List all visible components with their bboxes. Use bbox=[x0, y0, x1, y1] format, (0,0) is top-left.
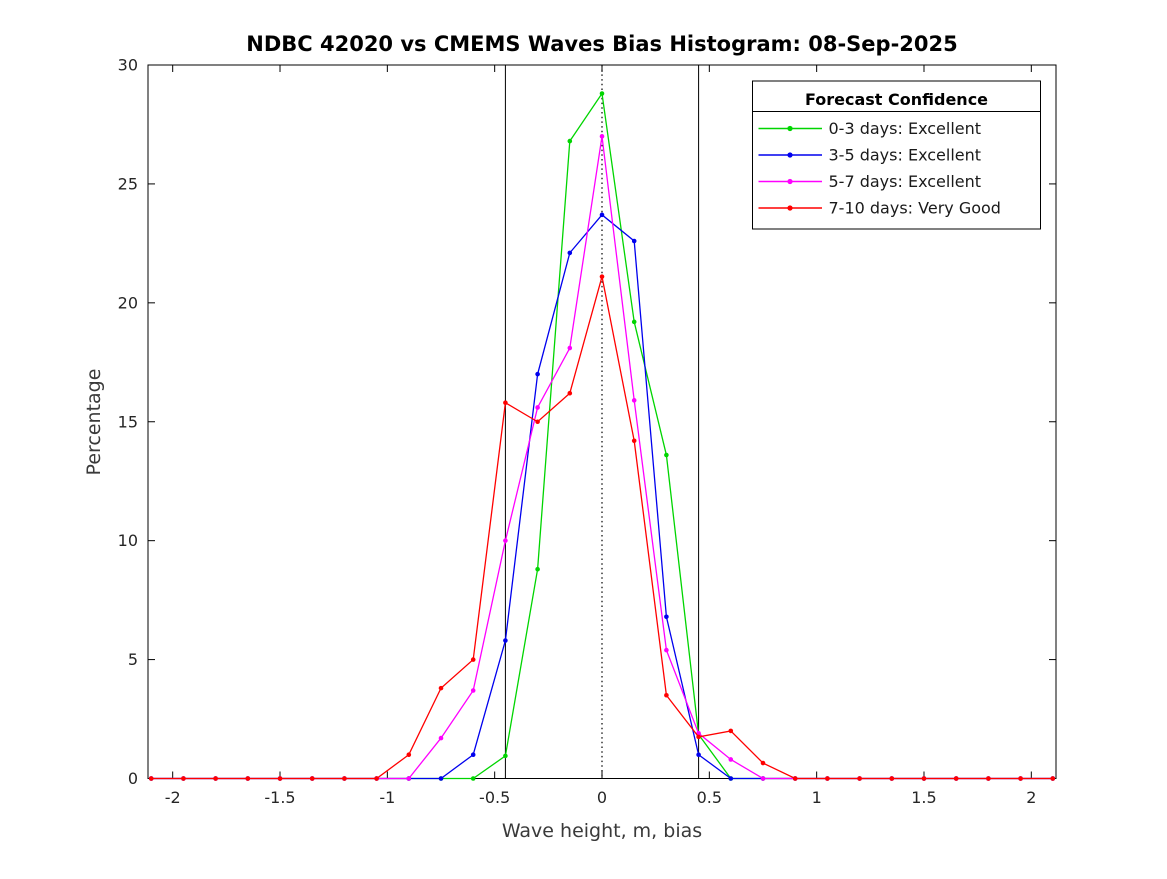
legend-entry-label: 7-10 days: Very Good bbox=[829, 199, 1001, 218]
data-point bbox=[664, 647, 669, 653]
y-tick-label: 10 bbox=[118, 531, 138, 550]
data-point bbox=[631, 398, 637, 403]
data-point bbox=[567, 345, 573, 351]
data-point bbox=[1018, 776, 1023, 781]
data-point bbox=[696, 752, 701, 758]
data-point bbox=[599, 134, 605, 139]
data-point bbox=[342, 776, 347, 781]
data-point bbox=[535, 371, 540, 377]
data-point bbox=[438, 776, 444, 781]
data-point bbox=[535, 405, 540, 410]
chart-title: NDBC 42020 vs CMEMS Waves Bias Histogram… bbox=[246, 32, 958, 56]
data-point bbox=[728, 776, 734, 781]
data-point bbox=[503, 538, 508, 543]
data-point bbox=[567, 250, 573, 256]
legend-marker-sample bbox=[787, 125, 793, 132]
data-point bbox=[599, 212, 605, 218]
data-point bbox=[857, 776, 862, 781]
data-point bbox=[792, 776, 798, 781]
y-tick-label: 30 bbox=[118, 56, 138, 75]
data-point bbox=[535, 566, 540, 572]
data-point bbox=[535, 419, 540, 425]
data-point bbox=[953, 776, 959, 781]
data-point bbox=[889, 776, 895, 781]
data-point bbox=[664, 452, 669, 458]
series-line bbox=[151, 213, 1053, 780]
data-point bbox=[760, 776, 766, 781]
data-point bbox=[181, 776, 186, 781]
data-point bbox=[631, 319, 637, 325]
data-point bbox=[470, 776, 476, 781]
legend-entry-1: 3-5 days: Excellent bbox=[758, 146, 982, 165]
data-point bbox=[309, 776, 315, 781]
data-point bbox=[470, 657, 476, 662]
legend: Forecast Confidence 0-3 days: Excellent 3-… bbox=[752, 80, 1041, 230]
legend-title: Forecast Confidence bbox=[805, 90, 988, 109]
data-point bbox=[986, 776, 991, 781]
legend-entry-0: 0-3 days: Excellent bbox=[758, 119, 982, 138]
data-point bbox=[728, 728, 734, 734]
x-tick-label: 1.5 bbox=[911, 788, 936, 807]
legend-marker-sample bbox=[787, 152, 793, 158]
x-axis-label: Wave height, m, bias bbox=[502, 820, 702, 842]
x-tick-label: -0.5 bbox=[479, 788, 510, 807]
data-point bbox=[1050, 776, 1056, 781]
y-tick-label: 25 bbox=[118, 174, 138, 193]
x-tick-label: -1 bbox=[379, 788, 395, 807]
data-point bbox=[374, 776, 379, 781]
data-point bbox=[567, 138, 573, 144]
series-3 bbox=[148, 274, 1056, 781]
legend-entry-label: 3-5 days: Excellent bbox=[829, 146, 982, 165]
series-2 bbox=[148, 134, 1056, 781]
data-point bbox=[696, 734, 701, 740]
data-point bbox=[631, 438, 637, 444]
data-point bbox=[503, 400, 508, 406]
data-point bbox=[438, 735, 444, 741]
y-axis-label: Percentage bbox=[83, 369, 105, 476]
legend-entry-label: 0-3 days: Excellent bbox=[829, 119, 982, 138]
data-point bbox=[728, 757, 734, 762]
data-point bbox=[406, 752, 412, 758]
data-point bbox=[245, 776, 251, 781]
data-point bbox=[148, 776, 154, 781]
data-point bbox=[599, 91, 605, 96]
x-tick-label: 1 bbox=[812, 788, 822, 807]
data-point bbox=[470, 688, 476, 693]
x-tick-label: 0 bbox=[597, 788, 607, 807]
data-point bbox=[825, 776, 830, 781]
data-point bbox=[664, 692, 669, 698]
x-tick-label: -2 bbox=[165, 788, 181, 807]
y-tick-label: 0 bbox=[128, 769, 138, 788]
data-point bbox=[406, 776, 412, 781]
data-point bbox=[760, 760, 766, 766]
x-tick-label: -1.5 bbox=[264, 788, 295, 807]
legend-marker-sample bbox=[787, 205, 793, 211]
y-tick-label: 15 bbox=[118, 412, 138, 431]
data-point bbox=[567, 390, 573, 396]
y-tick-label: 5 bbox=[128, 650, 138, 669]
legend-entry-2: 5-7 days: Excellent bbox=[758, 172, 982, 191]
data-point bbox=[470, 752, 476, 758]
data-point bbox=[664, 614, 669, 620]
data-point bbox=[503, 638, 508, 643]
data-point bbox=[503, 753, 508, 759]
data-point bbox=[599, 274, 605, 279]
data-point bbox=[438, 685, 444, 691]
y-tick-label: 20 bbox=[118, 293, 138, 312]
data-point bbox=[631, 238, 637, 244]
data-point bbox=[277, 776, 283, 781]
data-point bbox=[921, 776, 927, 781]
data-point bbox=[213, 776, 218, 781]
x-tick-label: 2 bbox=[1026, 788, 1036, 807]
legend-entry-3: 7-10 days: Very Good bbox=[758, 199, 1001, 218]
legend-marker-sample bbox=[787, 178, 793, 185]
legend-entry-label: 5-7 days: Excellent bbox=[829, 172, 982, 191]
x-tick-label: 0.5 bbox=[697, 788, 722, 807]
